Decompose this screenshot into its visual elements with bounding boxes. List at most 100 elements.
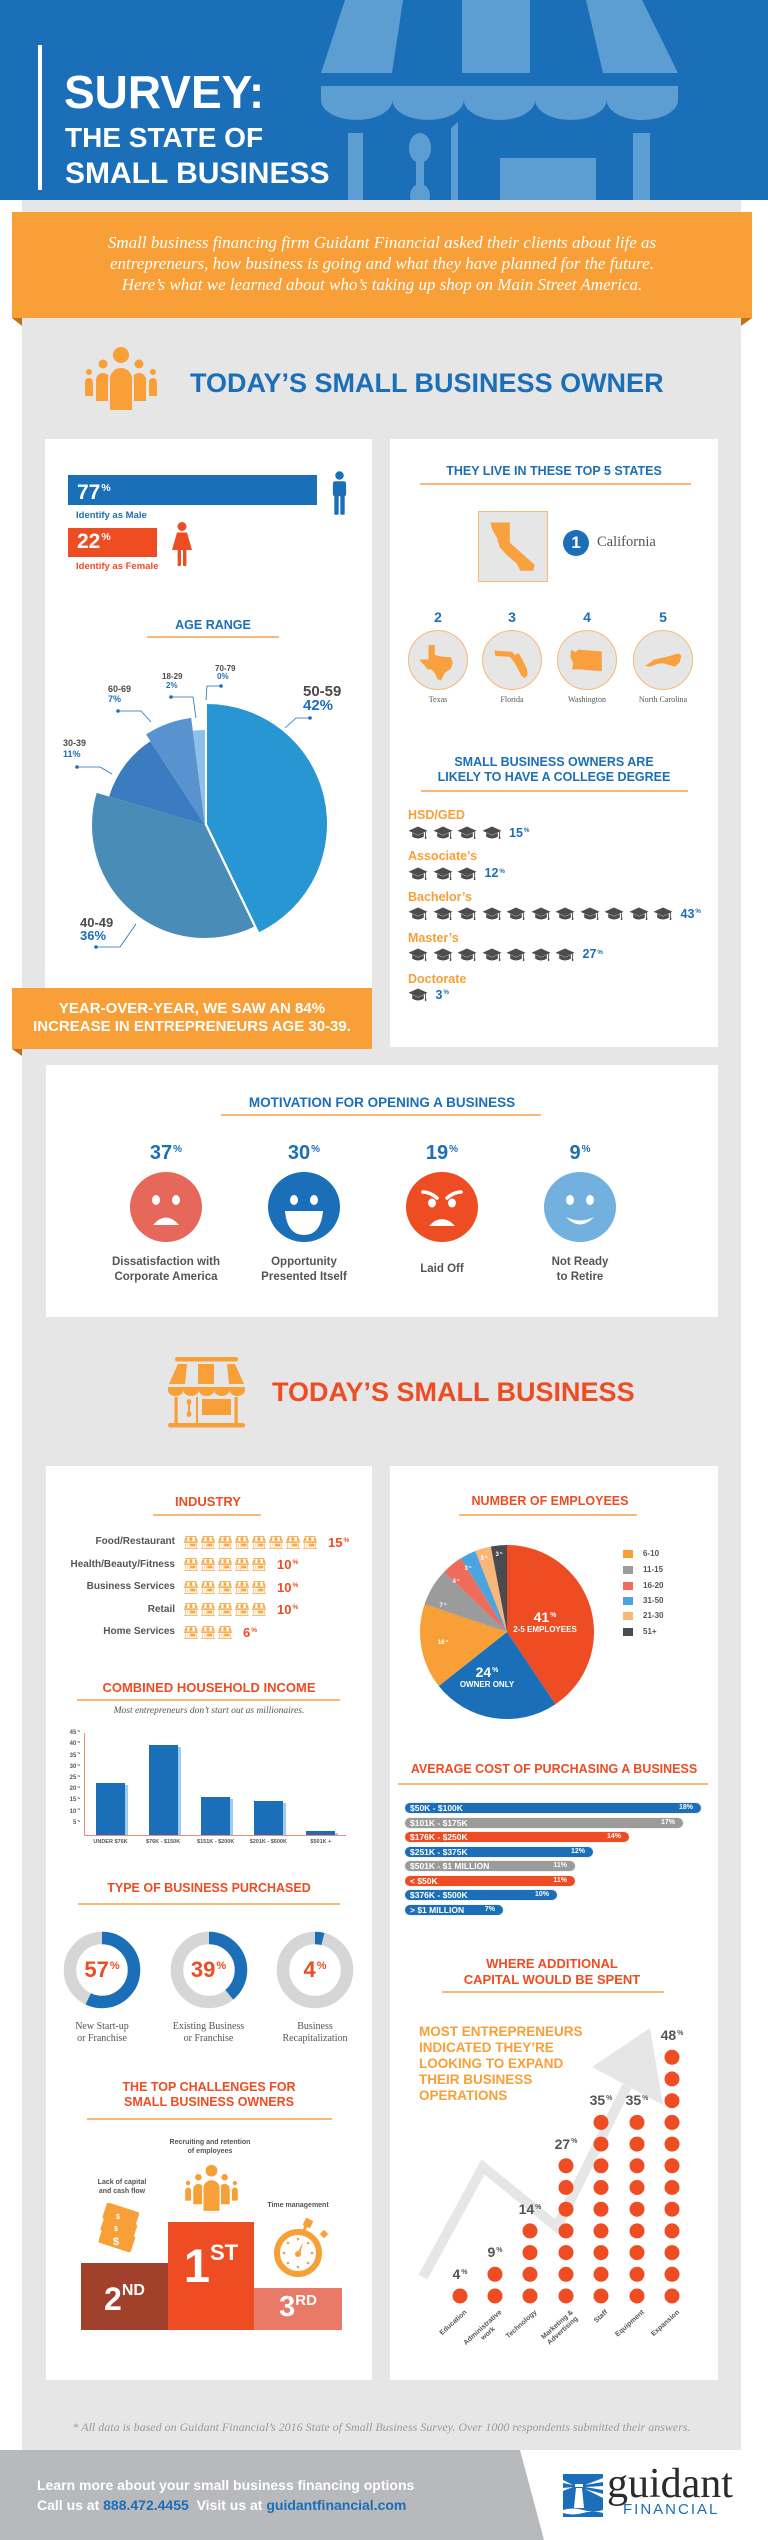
legend-swatch [623, 1582, 633, 1590]
legend-label: 31-50 [643, 1596, 664, 1605]
storefront-icon [201, 1603, 215, 1617]
dot [664, 2266, 680, 2282]
percent-sign: % [695, 908, 701, 915]
storefront-icon [201, 1558, 215, 1572]
percent-sign: % [581, 1143, 591, 1155]
dot [664, 2245, 680, 2261]
motivation-label-line-1: Opportunity [271, 1256, 337, 1268]
cost-range-label: $501K - $1 MILLION [410, 1861, 490, 1872]
cost-percent: 11% [553, 1876, 567, 1884]
graduation-cap-icon [457, 948, 477, 962]
cost-range-label: $251K - $375K [410, 1846, 468, 1857]
intro-text: Small business financing firm Guidant Fi… [12, 232, 752, 295]
title-line-2: THE STATE OF [65, 122, 264, 153]
donut-chart [63, 1931, 141, 2009]
logo-subtitle: FINANCIAL [623, 2501, 720, 2518]
industry-percent: 6% [243, 1625, 257, 1641]
rank-suffix: ND [121, 2282, 145, 2299]
capital-percent: 48% [647, 2027, 697, 2044]
motivation-title: MOTIVATION FOR OPENING A BUSINESS [248, 1095, 516, 1110]
value: 57 [84, 1956, 109, 1982]
capital-callout: MOST ENTREPRENEURS INDICATED THEY’RE LOOKI… [419, 2024, 583, 2104]
percent-sign: % [173, 1143, 183, 1155]
cost-percent: 17% [660, 1818, 675, 1826]
rank-2: 2 [434, 609, 442, 625]
dot [593, 2158, 609, 2174]
cost-bar: $376K - $500K 10% [405, 1890, 557, 1901]
value: 27 [554, 2135, 571, 2152]
degree-percent: 27% [583, 947, 603, 962]
value: 6 [243, 1624, 251, 1640]
y-tick-label: 35% [50, 1752, 80, 1760]
graduation-cap-icon [408, 826, 428, 840]
slice-percent: 3% [438, 1565, 498, 1573]
motivation-label: Dissatisfaction with Corporate America [91, 1255, 241, 1285]
north-carolina-shape-icon [645, 653, 682, 667]
dot [558, 2223, 574, 2239]
smile-face-icon [544, 1172, 616, 1242]
percent-sign: % [468, 1565, 472, 1570]
graduation-cap-icon [408, 907, 428, 921]
challenges-title-line-2: SMALL BUSINESS OWNERS [124, 2095, 294, 2109]
age-slice-18-29 [192, 730, 205, 825]
storefront-icon [286, 1535, 300, 1550]
dot [487, 2266, 503, 2282]
percent-sign: % [445, 1639, 449, 1644]
california-map-tile [478, 511, 548, 582]
dot [522, 2288, 538, 2304]
capital-title-line-2: CAPITAL WOULD BE SPENT [463, 1972, 641, 1987]
y-tick-label: 40% [50, 1740, 80, 1748]
washington-map-tile [557, 630, 617, 690]
graduation-cap-icon [408, 948, 428, 962]
percent-sign: % [606, 2095, 613, 2103]
legend-swatch [623, 1566, 633, 1574]
x-tick-label: $76K - $150K [145, 1839, 181, 1845]
motivation-percent: 19% [402, 1141, 482, 1165]
slice-label: OWNER ONLY [459, 1680, 515, 1689]
washington-shape-icon [570, 649, 602, 672]
dot [629, 2223, 645, 2239]
capital-percent: 35% [576, 2092, 626, 2109]
age-value-18-29: 2% [166, 681, 178, 690]
dot [629, 2180, 645, 2195]
podium-first-rank: 1ST [168, 2240, 254, 2290]
challenge-1-line-1: Recruiting and retention [169, 2139, 251, 2146]
donut-label-line-1: New Start-up [75, 2021, 129, 2032]
motivation-label: Opportunity Presented Itself [229, 1255, 379, 1285]
percent-sign: % [456, 1578, 460, 1583]
dot [593, 2223, 609, 2239]
logo-wordmark: guidant [607, 2461, 733, 2507]
callout-line: LOOKING TO EXPAND [419, 2056, 564, 2071]
industry-percent: 10% [277, 1580, 298, 1596]
graduation-cap-icon [408, 867, 428, 881]
dot [629, 2266, 645, 2282]
podium-first [168, 2222, 254, 2330]
percent-sign: % [443, 989, 450, 996]
employee-slice-OWNER ONLY [438, 1632, 556, 1719]
x-tick-label: UNDER $76K [93, 1839, 128, 1845]
slice-percent: 16% [413, 1639, 473, 1647]
employees-title-underline [459, 1514, 637, 1516]
percent-sign: % [449, 1143, 459, 1155]
website-link[interactable]: guidantfinancial.com [266, 2497, 407, 2513]
age-label-70-79: 70-79 [215, 664, 236, 673]
phone-link[interactable]: 888.472.4455 [103, 2497, 189, 2513]
legend-swatch [623, 1550, 633, 1558]
value: 3 [464, 1566, 468, 1573]
age-leader-lines [75, 684, 312, 949]
cost-bar: < $50K 11% [405, 1875, 575, 1886]
graduation-cap-icon [506, 907, 526, 921]
motivation-label: Laid Off [367, 1262, 517, 1277]
donut-label-line-2: Recapitalization [282, 2033, 348, 2044]
florida-shape-icon [494, 650, 528, 679]
dot [522, 2245, 538, 2261]
dot [558, 2201, 574, 2217]
rank-suffix: ST [210, 2240, 239, 2265]
cost-range-label: $176K - $250K [410, 1832, 468, 1843]
rank-badge-1: 1 [563, 530, 589, 556]
podium-second [81, 2263, 168, 2330]
employee-slice-21-30 [475, 1546, 507, 1632]
storefront-icon [218, 1625, 232, 1640]
degree-label: Master’s [408, 931, 459, 945]
y-tick-label: 20% [50, 1785, 80, 1793]
